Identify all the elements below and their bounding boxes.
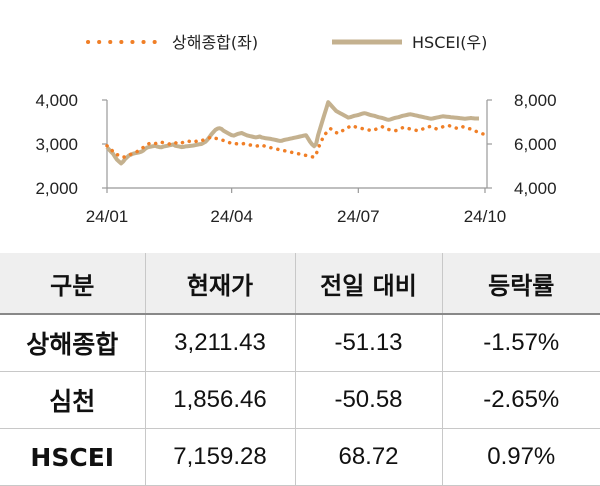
y-right-tick-label: 4,000: [514, 179, 557, 198]
change-rate-cell: -2.65%: [441, 371, 600, 429]
axes: [106, 100, 488, 189]
table-row: 심천 1,856.46 -50.58 -2.65%: [0, 371, 600, 429]
change-cell: -50.58: [294, 371, 442, 429]
legend: 상해종합(좌) HSCEI(우): [86, 33, 487, 52]
price-table: 구분 현재가 전일 대비 등락률 상해종합 3,211.43 -51.13 -1…: [0, 253, 600, 486]
change-cell: 68.72: [294, 428, 442, 486]
current-price-cell: 3,211.43: [144, 314, 295, 372]
row-name: HSCEI: [0, 428, 145, 486]
table-row: HSCEI 7,159.28 68.72 0.97%: [0, 428, 600, 486]
change-rate-cell: -1.57%: [441, 314, 600, 372]
table-header-row: 구분 현재가 전일 대비 등락률: [0, 253, 600, 315]
x-tick-label: 24/07: [337, 207, 380, 226]
col-header-category: 구분: [0, 253, 145, 315]
change-rate-cell: 0.97%: [441, 428, 600, 486]
series-line-hscei: [105, 100, 479, 166]
col-header-current-price: 현재가: [144, 253, 295, 315]
col-header-change-rate: 등락률: [441, 253, 600, 315]
y-left-tick-label: 2,000: [35, 179, 78, 198]
y-left-tick-label: 4,000: [35, 91, 78, 110]
change-cell: -51.13: [294, 314, 442, 372]
row-name: 심천: [0, 371, 145, 429]
y-right-tick-label: 8,000: [514, 91, 557, 110]
legend-label-hscei: HSCEI(우): [412, 33, 487, 52]
x-tick-label: 24/10: [464, 207, 507, 226]
y-right-tick-label: 6,000: [514, 135, 557, 154]
x-tick-label: 24/04: [210, 207, 253, 226]
current-price-cell: 1,856.46: [144, 371, 295, 429]
table-row: 상해종합 3,211.43 -51.13 -1.57%: [0, 314, 600, 372]
y-left-tick-label: 3,000: [35, 135, 78, 154]
x-tick-label: 24/01: [86, 207, 129, 226]
row-name: 상해종합: [0, 314, 145, 372]
current-price-cell: 7,159.28: [144, 428, 295, 486]
line-chart: 상해종합(좌) HSCEI(우) 2,000 3,000 4,000 4,000 6,0…: [35, 33, 557, 226]
legend-label-shanghai: 상해종합(좌): [172, 33, 258, 52]
col-header-change: 전일 대비: [294, 253, 442, 315]
series-line-shanghai: [105, 123, 489, 160]
